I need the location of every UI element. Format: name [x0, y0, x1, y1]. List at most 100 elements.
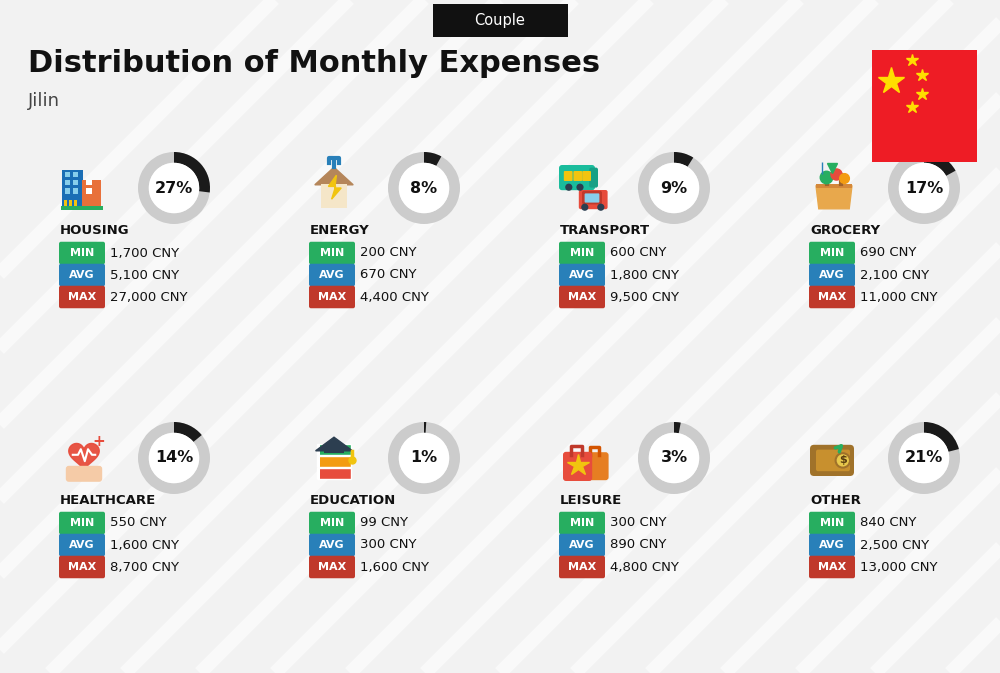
- Circle shape: [565, 184, 572, 191]
- FancyBboxPatch shape: [65, 180, 70, 185]
- FancyBboxPatch shape: [589, 168, 598, 188]
- FancyBboxPatch shape: [559, 556, 605, 578]
- FancyBboxPatch shape: [309, 534, 355, 557]
- Text: MIN: MIN: [570, 248, 594, 258]
- Text: AVG: AVG: [319, 540, 345, 550]
- FancyBboxPatch shape: [573, 171, 582, 181]
- Text: MAX: MAX: [68, 562, 96, 572]
- FancyBboxPatch shape: [65, 188, 70, 194]
- Wedge shape: [924, 422, 959, 452]
- FancyBboxPatch shape: [559, 165, 595, 190]
- Text: AVG: AVG: [569, 270, 595, 280]
- Text: 840 CNY: 840 CNY: [860, 516, 916, 530]
- FancyBboxPatch shape: [86, 180, 92, 185]
- FancyBboxPatch shape: [582, 191, 602, 205]
- Text: 2,100 CNY: 2,100 CNY: [860, 269, 929, 281]
- Wedge shape: [388, 422, 460, 494]
- Text: Jilin: Jilin: [28, 92, 60, 110]
- Wedge shape: [638, 152, 710, 224]
- FancyBboxPatch shape: [59, 286, 105, 308]
- Circle shape: [597, 204, 604, 211]
- Text: GROCERY: GROCERY: [810, 223, 880, 236]
- FancyBboxPatch shape: [65, 172, 70, 177]
- FancyBboxPatch shape: [59, 534, 105, 557]
- Text: 27,000 CNY: 27,000 CNY: [110, 291, 188, 304]
- FancyBboxPatch shape: [559, 242, 605, 264]
- FancyBboxPatch shape: [62, 170, 83, 208]
- Text: AVG: AVG: [69, 270, 95, 280]
- FancyBboxPatch shape: [324, 448, 344, 453]
- FancyBboxPatch shape: [73, 172, 78, 177]
- Polygon shape: [69, 444, 99, 471]
- Text: 9,500 CNY: 9,500 CNY: [610, 291, 679, 304]
- Text: ENERGY: ENERGY: [310, 223, 370, 236]
- Text: 13,000 CNY: 13,000 CNY: [860, 561, 938, 573]
- Circle shape: [836, 453, 850, 468]
- Circle shape: [576, 184, 584, 191]
- Text: 99 CNY: 99 CNY: [360, 516, 408, 530]
- FancyBboxPatch shape: [872, 50, 977, 162]
- FancyBboxPatch shape: [432, 3, 568, 36]
- Circle shape: [399, 433, 449, 483]
- Text: 1,600 CNY: 1,600 CNY: [110, 538, 179, 551]
- Wedge shape: [138, 152, 210, 224]
- Circle shape: [149, 163, 199, 213]
- Text: MAX: MAX: [318, 292, 346, 302]
- Text: LEISURE: LEISURE: [560, 493, 622, 507]
- Wedge shape: [424, 422, 426, 433]
- Text: OTHER: OTHER: [810, 493, 861, 507]
- FancyBboxPatch shape: [582, 452, 609, 481]
- Text: MIN: MIN: [820, 518, 844, 528]
- FancyBboxPatch shape: [582, 171, 591, 181]
- FancyBboxPatch shape: [73, 180, 78, 185]
- Text: +: +: [93, 433, 106, 449]
- FancyBboxPatch shape: [61, 207, 103, 211]
- Text: Couple: Couple: [475, 13, 525, 28]
- Polygon shape: [816, 186, 852, 209]
- FancyBboxPatch shape: [585, 193, 599, 203]
- Text: MAX: MAX: [318, 562, 346, 572]
- Polygon shape: [328, 175, 341, 199]
- Text: 670 CNY: 670 CNY: [360, 269, 416, 281]
- FancyBboxPatch shape: [559, 534, 605, 557]
- Wedge shape: [674, 152, 693, 167]
- Text: TRANSPORT: TRANSPORT: [560, 223, 650, 236]
- Text: $: $: [839, 456, 847, 466]
- FancyBboxPatch shape: [321, 184, 347, 208]
- Text: MIN: MIN: [820, 248, 844, 258]
- FancyBboxPatch shape: [563, 452, 592, 481]
- Text: 4,400 CNY: 4,400 CNY: [360, 291, 429, 304]
- FancyBboxPatch shape: [317, 468, 320, 479]
- Circle shape: [899, 433, 949, 483]
- Text: 890 CNY: 890 CNY: [610, 538, 666, 551]
- FancyBboxPatch shape: [74, 200, 77, 208]
- FancyBboxPatch shape: [559, 511, 605, 534]
- Wedge shape: [924, 152, 956, 176]
- Circle shape: [149, 433, 199, 483]
- FancyBboxPatch shape: [809, 264, 855, 286]
- Text: AVG: AVG: [569, 540, 595, 550]
- Wedge shape: [388, 152, 460, 224]
- Wedge shape: [888, 422, 960, 494]
- Text: 1,600 CNY: 1,600 CNY: [360, 561, 429, 573]
- FancyBboxPatch shape: [64, 200, 67, 208]
- FancyBboxPatch shape: [809, 556, 855, 578]
- Text: MAX: MAX: [818, 562, 846, 572]
- Text: 300 CNY: 300 CNY: [610, 516, 666, 530]
- Circle shape: [649, 433, 699, 483]
- Text: 14%: 14%: [155, 450, 193, 466]
- FancyBboxPatch shape: [309, 511, 355, 534]
- Text: 690 CNY: 690 CNY: [860, 246, 916, 260]
- FancyBboxPatch shape: [810, 445, 854, 476]
- Text: MAX: MAX: [818, 292, 846, 302]
- Text: MIN: MIN: [320, 248, 344, 258]
- FancyBboxPatch shape: [309, 286, 355, 308]
- Circle shape: [399, 163, 449, 213]
- FancyBboxPatch shape: [59, 242, 105, 264]
- Text: MIN: MIN: [70, 518, 94, 528]
- Text: MIN: MIN: [320, 518, 344, 528]
- Wedge shape: [174, 422, 202, 442]
- Circle shape: [649, 163, 699, 213]
- Text: AVG: AVG: [319, 270, 345, 280]
- Text: 17%: 17%: [905, 180, 943, 195]
